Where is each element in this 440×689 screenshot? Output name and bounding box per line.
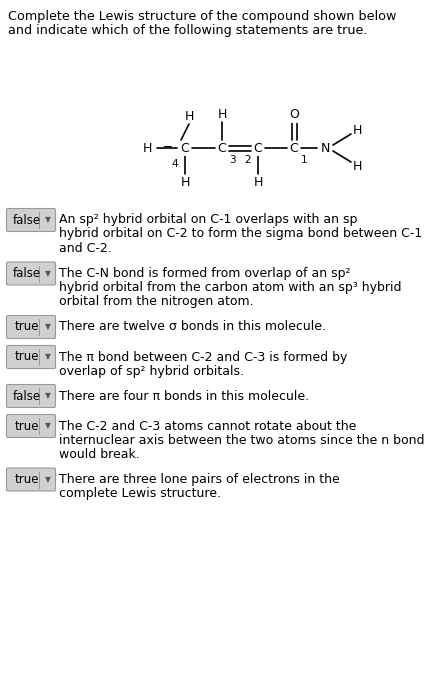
- Text: 1: 1: [301, 155, 307, 165]
- Text: ▼: ▼: [45, 475, 51, 484]
- Text: Complete the Lewis structure of the compound shown below: Complete the Lewis structure of the comp…: [8, 10, 396, 23]
- Text: hybrid orbital on C-2 to form the sigma bond between C-1: hybrid orbital on C-2 to form the sigma …: [59, 227, 422, 240]
- Text: There are three lone pairs of electrons in the: There are three lone pairs of electrons …: [59, 473, 340, 486]
- Text: An sp² hybrid orbital on C-1 overlaps with an sp: An sp² hybrid orbital on C-1 overlaps wi…: [59, 214, 357, 227]
- Text: false: false: [13, 214, 41, 227]
- Text: ─: ─: [163, 141, 171, 154]
- Text: O: O: [289, 108, 299, 121]
- FancyBboxPatch shape: [7, 209, 55, 232]
- Text: ▼: ▼: [45, 216, 51, 225]
- Text: true: true: [15, 473, 40, 486]
- Text: H: H: [142, 141, 152, 154]
- FancyBboxPatch shape: [7, 415, 55, 438]
- Text: H: H: [352, 159, 362, 172]
- Text: internuclear axis between the two atoms since the n bond: internuclear axis between the two atoms …: [59, 433, 425, 446]
- Text: C: C: [181, 141, 189, 154]
- Text: 3: 3: [229, 155, 235, 165]
- Text: ▼: ▼: [45, 269, 51, 278]
- Text: The C-N bond is formed from overlap of an sp²: The C-N bond is formed from overlap of a…: [59, 267, 351, 280]
- FancyBboxPatch shape: [7, 345, 55, 369]
- Text: hybrid orbital from the carbon atom with an sp³ hybrid: hybrid orbital from the carbon atom with…: [59, 281, 401, 294]
- Text: false: false: [13, 267, 41, 280]
- Text: H: H: [180, 176, 190, 189]
- Text: H: H: [352, 123, 362, 136]
- Text: overlap of sp² hybrid orbitals.: overlap of sp² hybrid orbitals.: [59, 364, 244, 378]
- Text: H: H: [184, 110, 194, 123]
- FancyBboxPatch shape: [7, 468, 55, 491]
- Text: complete Lewis structure.: complete Lewis structure.: [59, 487, 221, 500]
- Text: and indicate which of the following statements are true.: and indicate which of the following stat…: [8, 24, 367, 37]
- Text: ▼: ▼: [45, 422, 51, 431]
- Text: N: N: [320, 141, 330, 154]
- Text: ▼: ▼: [45, 322, 51, 331]
- Text: H: H: [217, 107, 227, 121]
- Text: The π bond between C-2 and C-3 is formed by: The π bond between C-2 and C-3 is formed…: [59, 351, 347, 364]
- Text: The C-2 and C-3 atoms cannot rotate about the: The C-2 and C-3 atoms cannot rotate abou…: [59, 420, 356, 433]
- Text: C: C: [253, 141, 262, 154]
- Text: true: true: [15, 351, 40, 364]
- FancyBboxPatch shape: [7, 262, 55, 285]
- Text: and C-2.: and C-2.: [59, 242, 112, 254]
- Text: orbital from the nitrogen atom.: orbital from the nitrogen atom.: [59, 295, 253, 308]
- Text: false: false: [13, 389, 41, 402]
- Text: H: H: [253, 176, 263, 189]
- Text: 2: 2: [245, 155, 251, 165]
- Text: true: true: [15, 420, 40, 433]
- Text: There are twelve σ bonds in this molecule.: There are twelve σ bonds in this molecul…: [59, 320, 326, 333]
- Text: ▼: ▼: [45, 391, 51, 400]
- FancyBboxPatch shape: [7, 316, 55, 338]
- Text: would break.: would break.: [59, 447, 140, 460]
- Text: ▼: ▼: [45, 353, 51, 362]
- Text: C: C: [290, 141, 298, 154]
- FancyBboxPatch shape: [7, 384, 55, 407]
- Text: C: C: [218, 141, 226, 154]
- Text: 4: 4: [172, 159, 178, 169]
- Text: There are four π bonds in this molecule.: There are four π bonds in this molecule.: [59, 389, 309, 402]
- Text: true: true: [15, 320, 40, 333]
